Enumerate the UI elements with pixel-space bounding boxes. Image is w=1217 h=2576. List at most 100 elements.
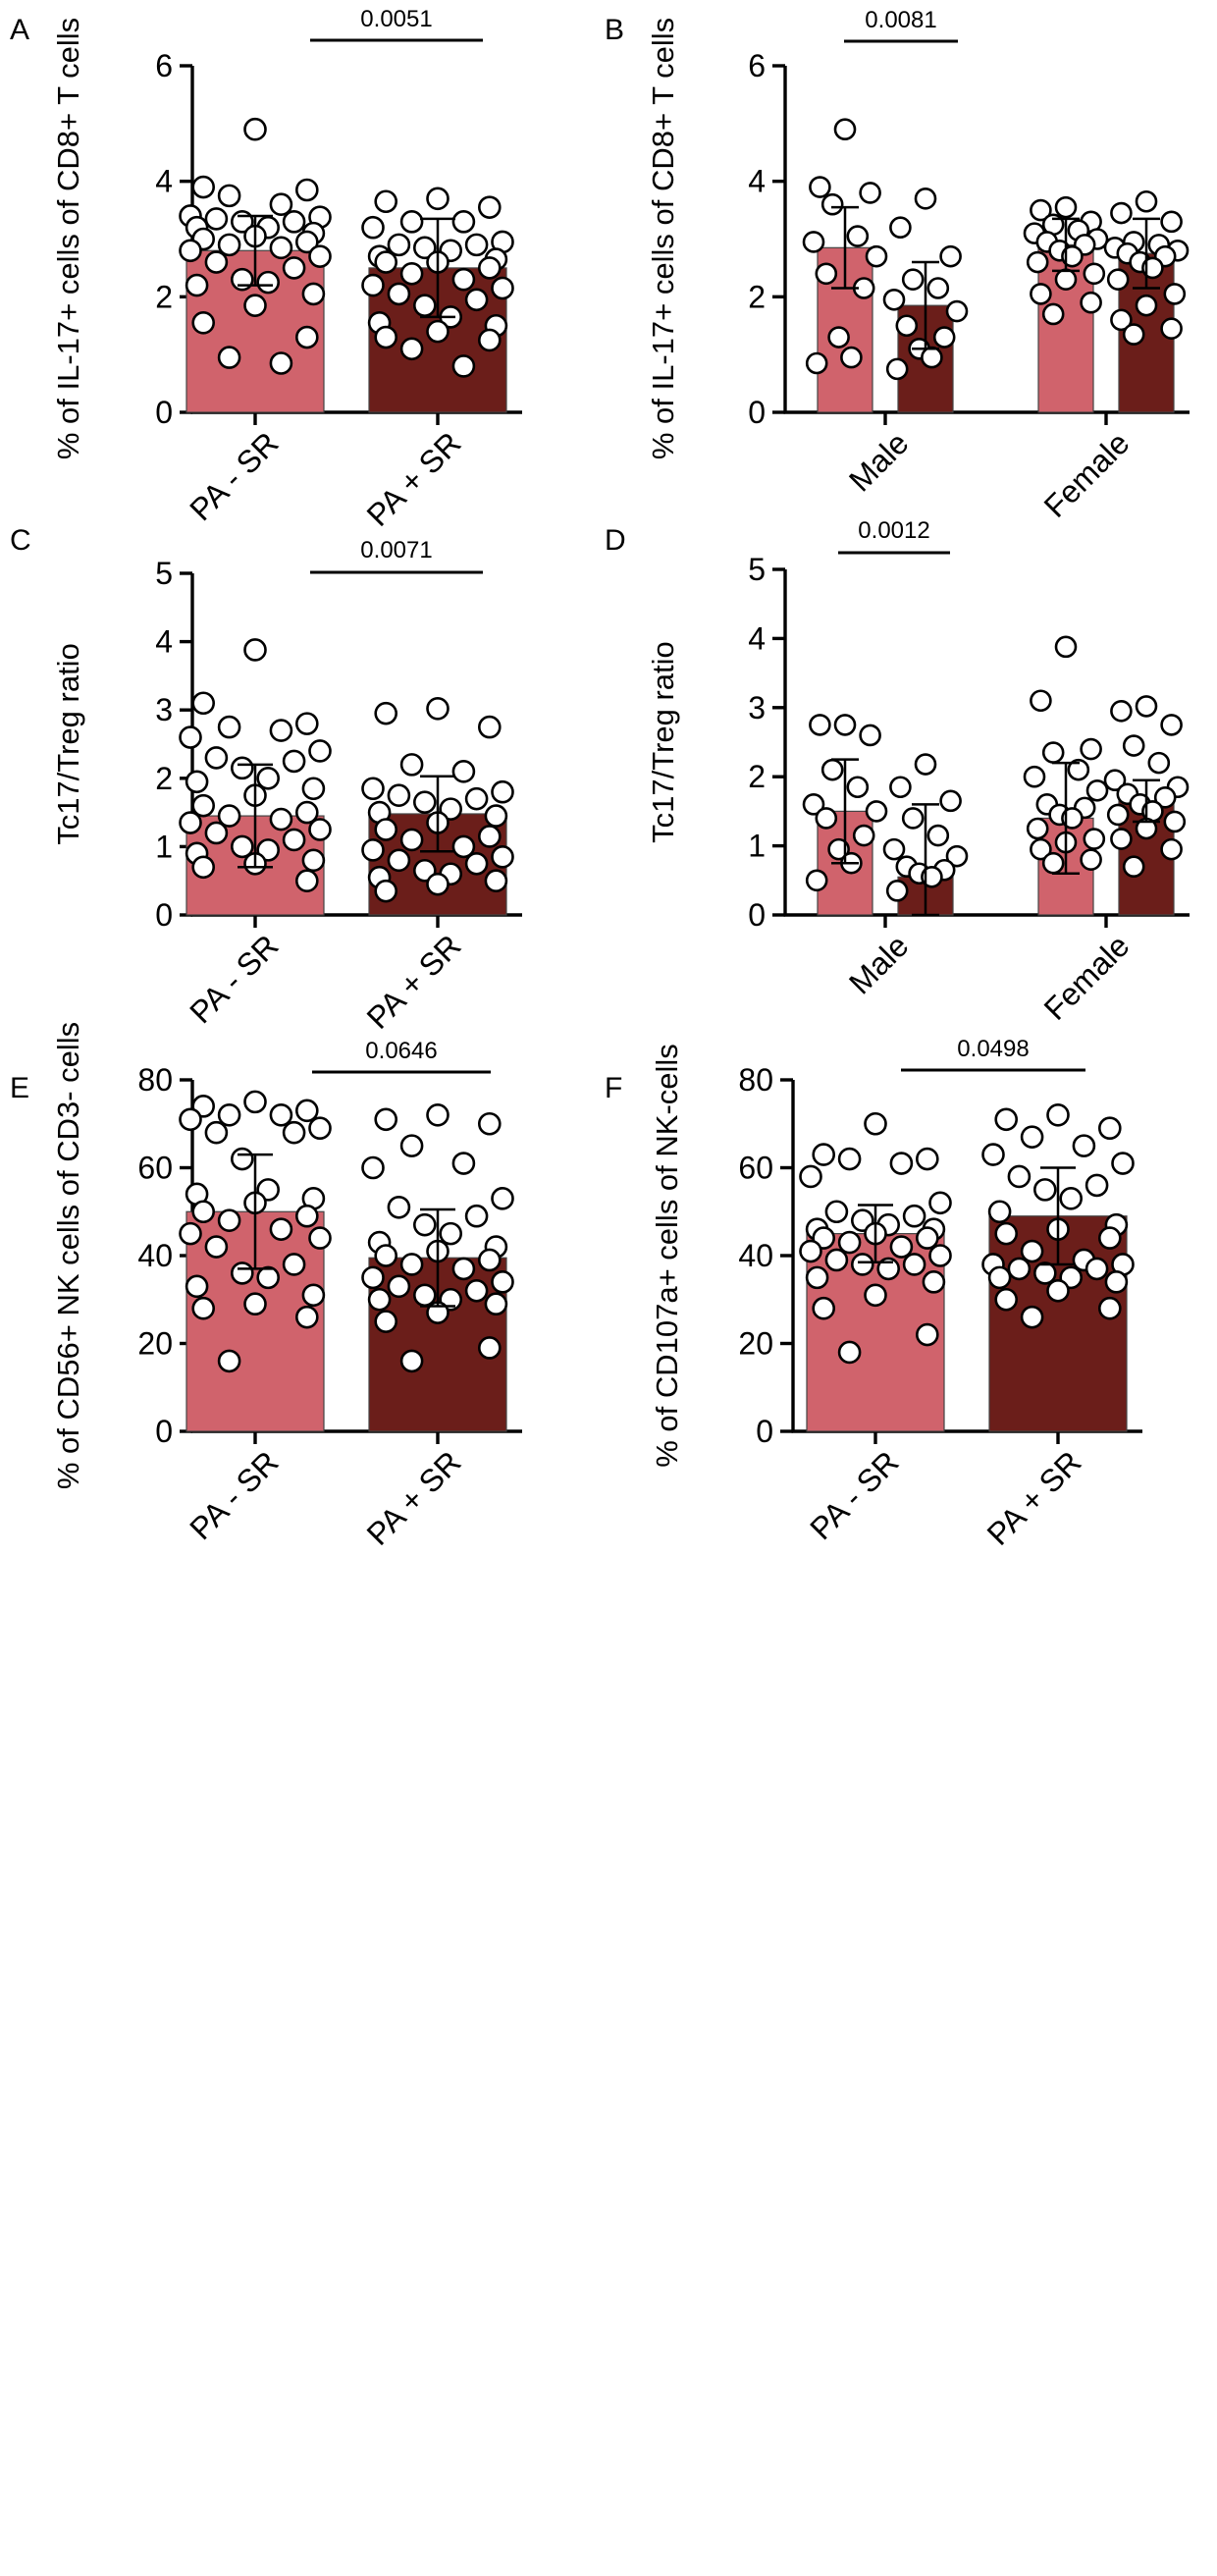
data-point [191, 855, 215, 880]
data-point [477, 1336, 502, 1360]
data-point [367, 1287, 392, 1312]
data-point [308, 818, 332, 841]
data-point [981, 1143, 1005, 1166]
data-point [1110, 201, 1133, 225]
y-tick-label: 60 [137, 1151, 173, 1186]
data-point [185, 770, 209, 794]
y-tick-label: 0 [748, 395, 766, 430]
data-point [1098, 1116, 1122, 1141]
y-tick-label: 80 [137, 1062, 173, 1098]
data-point [217, 1349, 241, 1373]
data-point [387, 783, 411, 808]
y-tick-label: 3 [748, 690, 766, 725]
data-point [837, 1147, 862, 1171]
data-point [1103, 769, 1127, 792]
data-point [464, 233, 489, 257]
y-tick-label: 6 [155, 48, 173, 83]
data-point [1020, 1305, 1044, 1329]
data-point [191, 1200, 215, 1224]
data-point [231, 267, 254, 292]
y-tick-label: 5 [155, 556, 173, 591]
data-point [204, 1235, 229, 1259]
data-point [374, 879, 398, 903]
data-point [1020, 1239, 1044, 1263]
data-point [399, 210, 424, 234]
data-point [243, 638, 267, 662]
data-point [1083, 262, 1106, 286]
data-point [426, 187, 450, 211]
x-tick-label: Male [842, 928, 916, 1001]
data-point [282, 828, 306, 852]
data-point [374, 189, 398, 214]
data-point [361, 1155, 385, 1180]
data-point [1080, 848, 1102, 871]
data-point [1046, 1103, 1070, 1127]
data-point [1061, 244, 1084, 268]
data-point [374, 818, 398, 841]
data-point [412, 294, 437, 317]
data-point [1141, 256, 1164, 280]
p-value-label: 0.0081 [865, 7, 936, 33]
y-tick-label: 0 [155, 395, 173, 430]
data-point [994, 1107, 1018, 1132]
data-point [204, 250, 229, 274]
data-point [282, 256, 306, 280]
data-point [451, 1152, 476, 1175]
data-point [231, 1147, 254, 1171]
data-point [191, 793, 215, 818]
data-point [915, 1322, 939, 1347]
data-point [820, 758, 844, 781]
data-point [865, 244, 888, 268]
data-point [361, 1265, 385, 1290]
data-point [191, 1296, 215, 1320]
data-point [361, 273, 385, 297]
data-point [799, 1164, 822, 1189]
data-point [1106, 268, 1130, 291]
data-point [812, 1143, 836, 1166]
y-tick-label: 4 [155, 624, 173, 660]
data-point [426, 872, 450, 896]
data-point [412, 790, 437, 814]
data-point [1054, 195, 1078, 219]
data-point [451, 267, 476, 292]
data-point [928, 1244, 952, 1267]
data-point [1111, 1152, 1135, 1175]
data-point [1122, 323, 1145, 346]
data-point [412, 236, 437, 260]
y-tick-label: 2 [155, 279, 173, 314]
data-point [464, 1279, 489, 1303]
data-point [1054, 635, 1078, 659]
data-point [1067, 758, 1090, 781]
data-point [301, 777, 326, 801]
data-point [882, 837, 906, 861]
data-point [824, 1248, 849, 1272]
data-point [231, 834, 254, 859]
data-point [387, 1195, 411, 1219]
data-point [464, 786, 489, 811]
data-point [294, 325, 319, 349]
y-axis-label: % of IL-17+ cells of CD8+ T cells [646, 18, 680, 459]
y-tick-label: 80 [738, 1062, 773, 1098]
data-point [185, 273, 209, 297]
data-point [1147, 751, 1171, 775]
data-point [484, 869, 508, 893]
data-point [491, 779, 514, 804]
data-point [827, 837, 850, 861]
data-point [901, 268, 925, 291]
data-point [361, 838, 385, 862]
data-point [1083, 828, 1106, 850]
y-tick-label: 6 [748, 48, 766, 83]
data-point [1163, 283, 1187, 305]
data-point [243, 1292, 267, 1316]
x-tick-label: Female [1037, 425, 1137, 524]
data-point [1098, 1296, 1122, 1320]
data-point [889, 776, 912, 799]
data-point [464, 288, 489, 312]
p-value-label: 0.0071 [360, 537, 432, 564]
data-point [374, 701, 398, 725]
data-point [491, 276, 514, 300]
data-point [308, 244, 332, 268]
data-point [928, 1191, 952, 1215]
data-point [1054, 268, 1078, 291]
